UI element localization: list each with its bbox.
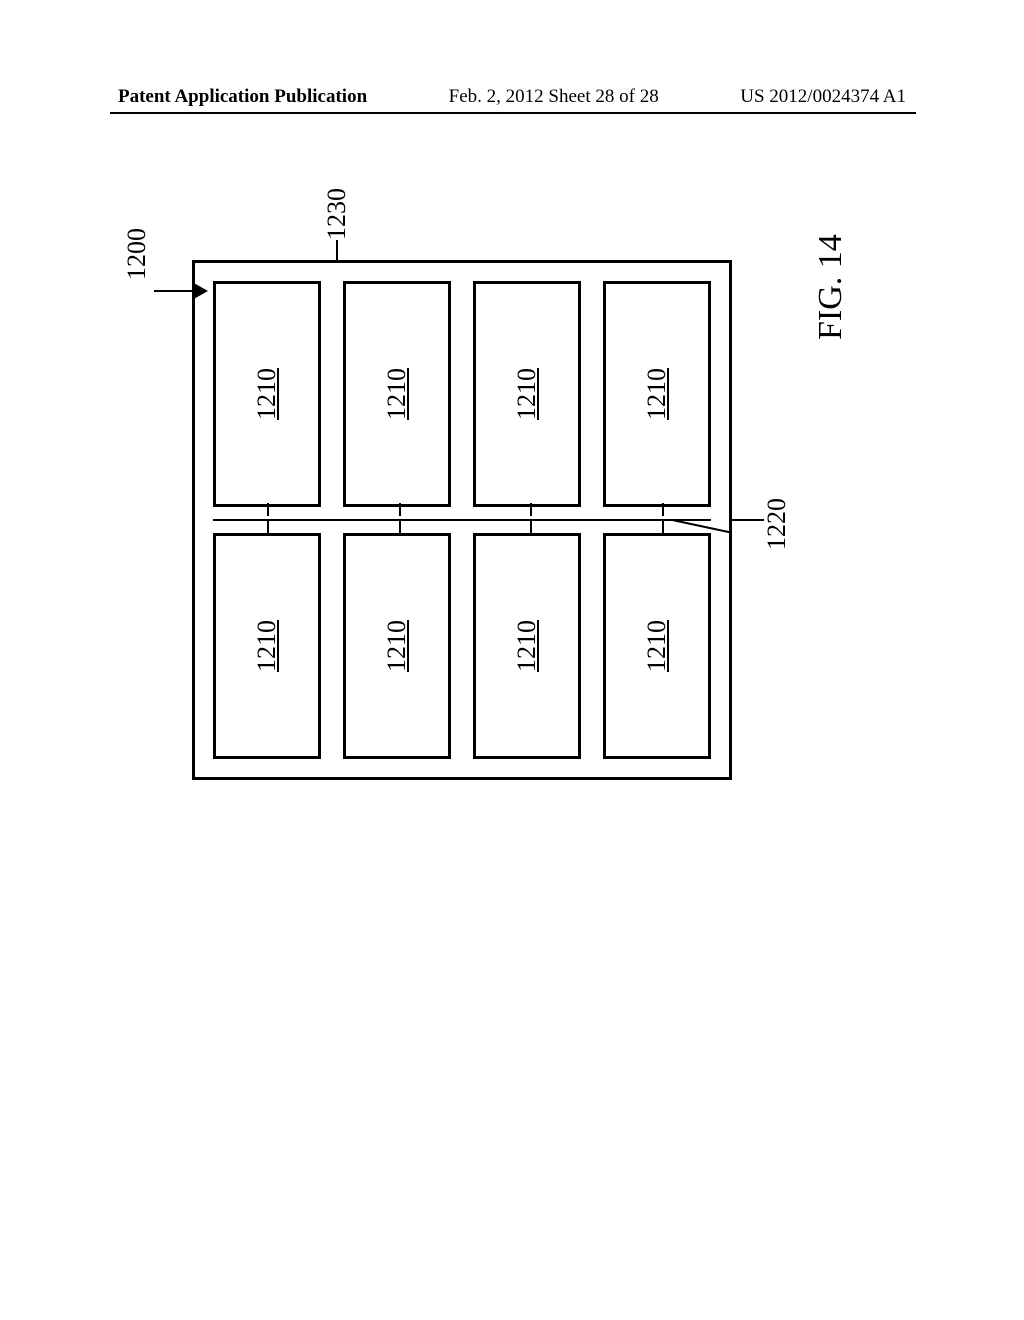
bus-stub [267,520,269,533]
cell: 1210 [213,281,321,507]
outer-box: 1210 1210 1210 1210 1210 1210 1210 1210 [192,260,732,780]
leader-bus-v [732,519,764,521]
cell: 1210 [603,281,711,507]
diagram: 1200 1230 1210 1210 1210 1210 1210 [112,200,872,840]
header-left: Patent Application Publication [118,86,367,108]
cell: 1210 [343,281,451,507]
bus-stub [267,503,269,516]
bus-stub [399,503,401,516]
bus-stub [530,503,532,516]
leader-assembly [154,290,194,292]
page: Patent Application Publication Feb. 2, 2… [0,0,1024,1320]
header-mid: Feb. 2, 2012 Sheet 28 of 28 [449,86,659,108]
figure-label: FIG. 14 [812,234,850,340]
figure-area: 1200 1230 1210 1210 1210 1210 1210 [112,180,872,860]
cell: 1210 [473,533,581,759]
leader-outer [336,240,338,260]
figure-rotated-group: 1200 1230 1210 1210 1210 1210 1210 [112,200,872,840]
page-header: Patent Application Publication Feb. 2, 2… [0,86,1024,108]
bus-stub [399,520,401,533]
ref-outer: 1230 [322,188,352,240]
cell-grid: 1210 1210 1210 1210 1210 1210 1210 1210 [213,281,711,759]
cell: 1210 [213,533,321,759]
bus-stub [662,503,664,516]
header-rule [110,112,916,114]
header-right: US 2012/0024374 A1 [740,86,906,108]
ref-bus: 1220 [762,498,792,550]
bus-stub [662,520,664,533]
ref-assembly: 1200 [122,228,152,280]
cell: 1210 [603,533,711,759]
bus-stub [530,520,532,533]
cell: 1210 [343,533,451,759]
cell: 1210 [473,281,581,507]
